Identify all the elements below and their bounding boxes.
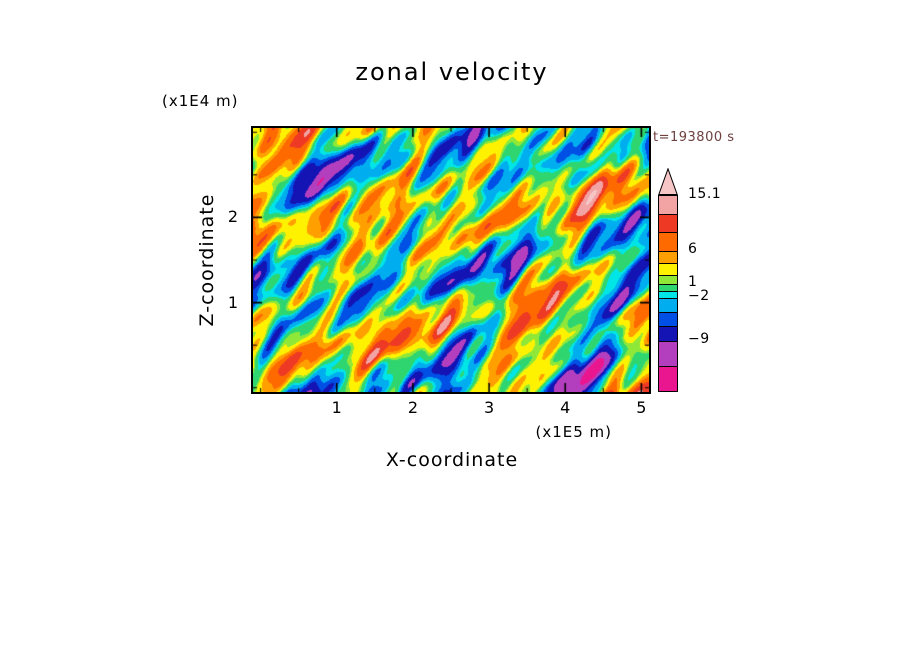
x-axis-label: X-coordinate — [385, 449, 519, 471]
colorbar-arrow-icon — [658, 168, 678, 195]
colorbar-label: 1 — [688, 274, 698, 290]
colorbar-segment — [659, 366, 677, 391]
colorbar-segment — [659, 214, 677, 232]
colorbar-label: 15.1 — [688, 186, 722, 202]
colorbar: 15.1 6 1 −2 −9 — [658, 168, 748, 400]
colorbar-segment — [659, 263, 677, 275]
y-axis-unit: (x1E4 m) — [162, 92, 239, 110]
contour-field-canvas — [253, 128, 649, 392]
colorbar-segment — [659, 291, 677, 298]
colorbar-segment — [659, 232, 677, 251]
colorbar-label: −2 — [688, 288, 710, 304]
x-axis-unit: (x1E5 m) — [535, 423, 612, 441]
timestamp-label: t=193800 s — [653, 130, 735, 145]
colorbar-label: 6 — [688, 241, 698, 257]
x-tick-label: 2 — [407, 398, 419, 417]
colorbar-segment — [659, 251, 677, 263]
colorbar-segment — [659, 312, 677, 326]
y-tick-label: 2 — [227, 207, 238, 227]
x-tick-label: 5 — [636, 398, 647, 417]
x-tick-label: 3 — [483, 398, 495, 417]
y-tick-label: 1 — [227, 292, 238, 312]
colorbar-segment — [659, 298, 677, 312]
colorbar-segment — [659, 275, 677, 284]
colorbar-segment — [659, 284, 677, 291]
colorbar-label: −9 — [688, 331, 710, 347]
colorbar-segment — [659, 196, 677, 214]
chart-title: zonal velocity — [355, 58, 549, 86]
x-tick-label: 4 — [560, 398, 571, 417]
colorbar-segment — [659, 341, 677, 366]
x-tick-label: 1 — [331, 398, 342, 417]
plot-area — [251, 126, 651, 394]
colorbar-scale — [658, 195, 678, 392]
colorbar-segment — [659, 326, 677, 341]
